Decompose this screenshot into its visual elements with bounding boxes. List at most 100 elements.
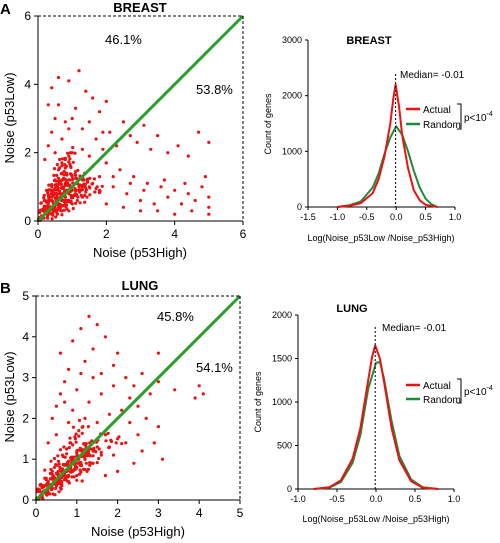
data-point	[138, 209, 143, 213]
data-point	[97, 447, 101, 451]
data-point	[83, 185, 87, 189]
data-point	[67, 481, 71, 485]
data-point	[51, 211, 55, 215]
data-point	[68, 436, 72, 440]
data-point	[92, 446, 96, 450]
data-point	[42, 198, 46, 203]
data-point	[136, 433, 140, 437]
data-point	[200, 185, 204, 189]
hist-breast-ylabel: Count of genes	[263, 93, 273, 155]
x-tick-label: -1.5	[300, 212, 316, 222]
data-point	[50, 486, 54, 490]
data-point	[90, 182, 94, 186]
data-point	[101, 130, 105, 134]
data-point	[207, 212, 211, 216]
data-point	[159, 185, 163, 189]
data-point	[121, 120, 125, 124]
data-point	[71, 160, 75, 164]
data-point	[77, 434, 81, 438]
data-point	[186, 192, 190, 196]
data-point	[138, 198, 143, 203]
data-point	[83, 183, 87, 187]
data-point	[60, 480, 64, 484]
data-point	[89, 461, 93, 465]
data-point	[71, 206, 75, 211]
data-point	[99, 450, 103, 454]
data-point	[54, 433, 59, 437]
data-point	[97, 110, 102, 114]
data-point	[71, 443, 75, 447]
data-point	[75, 448, 80, 452]
data-point	[47, 195, 51, 199]
data-point	[190, 209, 194, 213]
data-point	[71, 408, 75, 412]
data-point	[197, 384, 201, 388]
data-point	[76, 168, 80, 172]
data-point	[38, 208, 42, 212]
data-point	[58, 207, 62, 211]
data-point	[55, 173, 59, 177]
hist-breast-series	[337, 83, 438, 208]
data-point	[88, 186, 92, 190]
data-point	[156, 425, 160, 429]
y-tick-label: 4	[24, 77, 31, 91]
data-point	[67, 127, 71, 131]
hist-breast-xlabel: Log(Noise_p53Low /Noise_p53High)	[307, 233, 454, 243]
data-point	[111, 185, 115, 189]
x-tick-label: -0.5	[359, 212, 375, 222]
data-point	[73, 464, 77, 468]
data-point	[56, 103, 61, 107]
data-point	[61, 454, 65, 459]
data-point	[78, 201, 82, 205]
data-point	[86, 453, 90, 457]
hist-lung-bracket	[457, 378, 462, 404]
data-point	[160, 457, 165, 461]
x-tick-label: 1.0	[448, 494, 461, 504]
data-point	[116, 469, 120, 473]
data-point	[124, 441, 128, 445]
series-line-random	[337, 125, 438, 208]
data-point	[207, 205, 211, 209]
data-point	[58, 189, 62, 193]
hist-breast-ticks: -1.5 -1.0 -0.5 0.0 0.5 1.0 0 1000 2000 3000	[282, 35, 461, 222]
data-point	[65, 474, 69, 478]
data-point	[62, 169, 66, 174]
data-point	[80, 425, 84, 429]
data-point	[46, 441, 50, 445]
data-point	[75, 198, 79, 203]
hist-breast-median-label: Median= -0.01	[400, 70, 465, 81]
data-point	[92, 177, 96, 181]
data-point	[77, 418, 82, 422]
data-point	[63, 120, 67, 124]
data-point	[101, 147, 105, 151]
data-point	[52, 456, 57, 461]
scatter-lung-pct-below: 54.1%	[196, 360, 233, 375]
y-tick-label: 3000	[282, 35, 302, 45]
data-point	[80, 431, 84, 435]
hist-breast-bracket	[457, 103, 462, 130]
y-tick-label: 0	[297, 202, 302, 212]
data-point	[51, 213, 55, 217]
data-point	[53, 206, 57, 210]
data-point	[80, 479, 84, 483]
data-point	[80, 188, 84, 192]
data-point	[42, 193, 46, 197]
data-point	[176, 144, 180, 148]
data-point	[54, 215, 58, 219]
data-point	[42, 204, 46, 208]
data-point	[166, 151, 170, 155]
data-point	[103, 335, 107, 339]
panel-letter-b: B	[0, 280, 11, 297]
data-point	[99, 371, 103, 376]
hist-breast-pvalue: p<10-4	[464, 111, 493, 124]
data-point	[152, 202, 156, 206]
data-point	[173, 212, 177, 216]
data-point	[75, 461, 80, 465]
data-point	[86, 467, 90, 471]
data-point	[179, 202, 184, 206]
data-point	[142, 123, 146, 127]
data-point	[43, 208, 48, 212]
data-point	[52, 188, 56, 192]
scatter-lung-points	[35, 314, 205, 501]
data-point	[121, 205, 125, 209]
